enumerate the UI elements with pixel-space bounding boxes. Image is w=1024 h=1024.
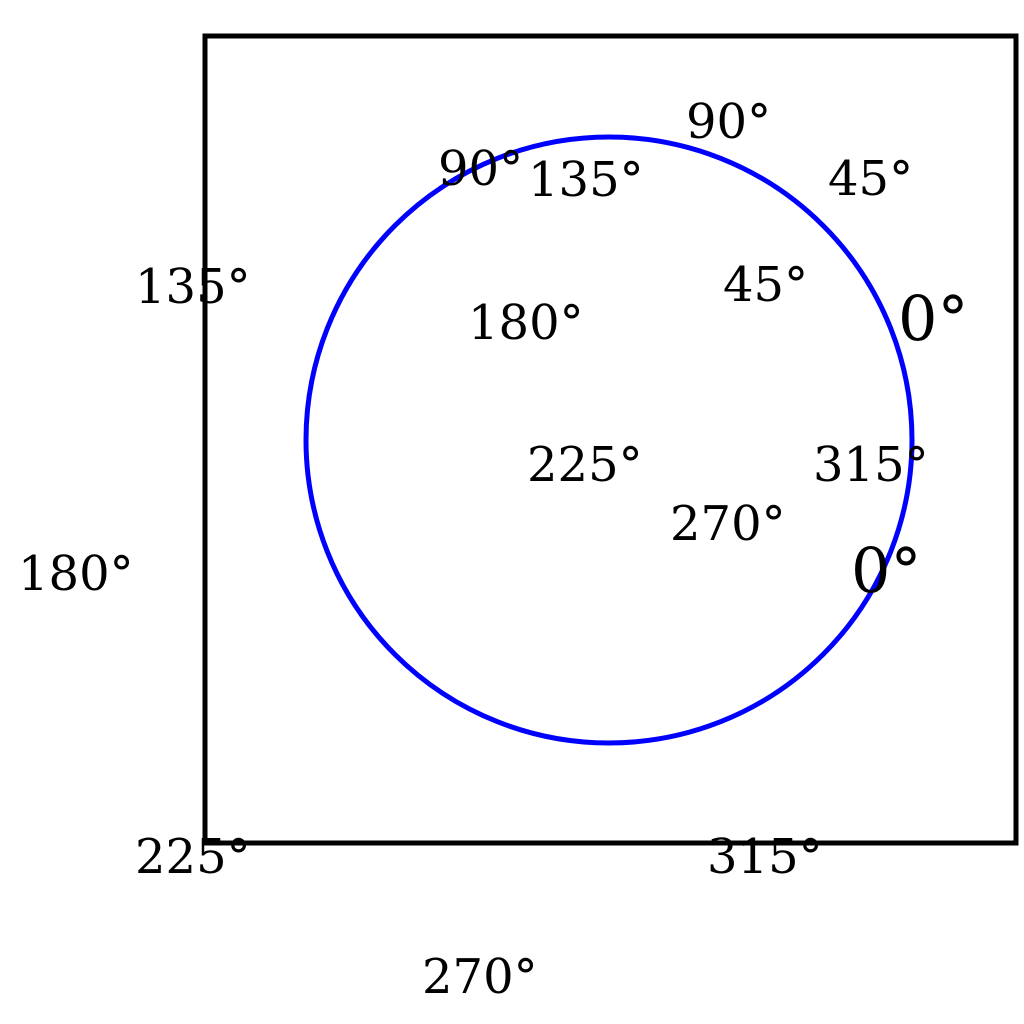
inner-label-225: 225°	[527, 437, 643, 493]
outer-label-135: 135°	[135, 259, 251, 315]
inner-label-0: 0°	[851, 534, 921, 607]
inner-label-315: 315°	[813, 437, 929, 493]
inner-label-180: 180°	[468, 295, 584, 351]
outer-label-315: 315°	[707, 829, 823, 885]
outer-label-270: 270°	[422, 949, 538, 1005]
outer-label-225: 225°	[135, 829, 251, 885]
inner-label-45: 45°	[723, 257, 808, 313]
outer-label-90: 90°	[686, 94, 771, 150]
reference-circle	[303, 134, 915, 746]
outer-label-45: 45°	[828, 151, 913, 207]
outer-label-180: 180°	[18, 546, 134, 602]
inner-label-135: 135°	[528, 152, 644, 208]
inner-label-270: 270°	[670, 496, 786, 552]
outer-label-0: 0°	[898, 282, 968, 355]
square-frame	[202, 33, 1019, 846]
inner-label-90: 90°	[438, 141, 523, 197]
